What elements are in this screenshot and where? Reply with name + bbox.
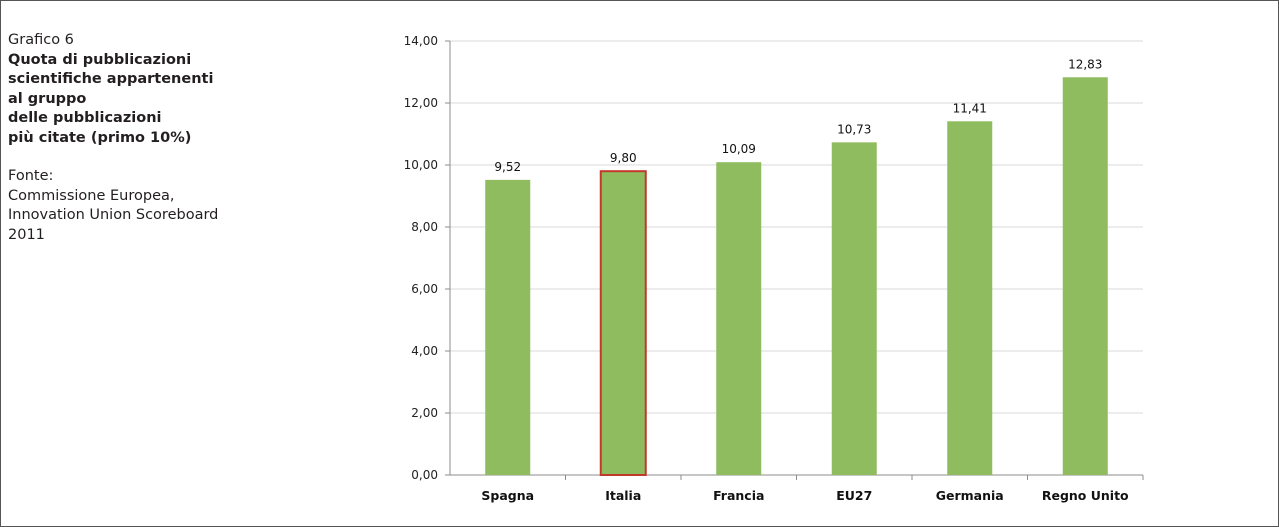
y-tick-label: 8,00 xyxy=(411,220,438,234)
y-tick-label: 4,00 xyxy=(411,344,438,358)
bar-francia xyxy=(716,162,762,475)
bar-eu27 xyxy=(831,142,877,475)
gridlines xyxy=(450,40,1143,414)
data-label: 11,41 xyxy=(953,101,987,115)
x-tick-label: Germania xyxy=(936,488,1004,503)
data-label: 10,09 xyxy=(722,142,756,156)
labels: 9,52 Spagna 9,80 Italia 10,09 Francia 10,73 EU2… xyxy=(481,57,1129,503)
data-label: 12,83 xyxy=(1068,57,1102,71)
y-tick-label: 12,00 xyxy=(404,96,438,110)
x-tick-label: Regno Unito xyxy=(1042,488,1129,503)
bars xyxy=(485,77,1108,476)
data-label: 9,52 xyxy=(494,160,521,174)
bar-spagna xyxy=(485,179,531,475)
figure-label: Grafico 6 xyxy=(8,32,74,48)
y-tick-label: 10,00 xyxy=(404,158,438,172)
bar-italia xyxy=(599,170,647,476)
x-tick-label: EU27 xyxy=(836,488,872,503)
x-tick-label: Francia xyxy=(713,488,764,503)
data-label: 9,80 xyxy=(610,151,637,165)
figure-source: Fonte: Commissione Europea, Innovation U… xyxy=(8,168,219,243)
x-tick-label: Spagna xyxy=(481,488,534,503)
y-tick-label: 14,00 xyxy=(404,34,438,48)
y-tick-label: 2,00 xyxy=(411,406,438,420)
x-tick-label: Italia xyxy=(605,488,641,503)
bar-germania xyxy=(947,121,993,475)
y-tick-label: 6,00 xyxy=(411,282,438,296)
y-tick-label: 0,00 xyxy=(411,468,438,482)
data-label: 10,73 xyxy=(837,122,871,136)
axes: 0,00 2,00 4,00 6,00 8,00 10,00 12,00 14,00 xyxy=(404,34,1144,482)
figure-caption: Grafico 6 Quota di pubblicazioni scienti… xyxy=(8,31,308,245)
figure-title: Quota di pubblicazioni scientifiche appa… xyxy=(8,51,214,146)
bar-regno-unito xyxy=(1062,77,1108,476)
